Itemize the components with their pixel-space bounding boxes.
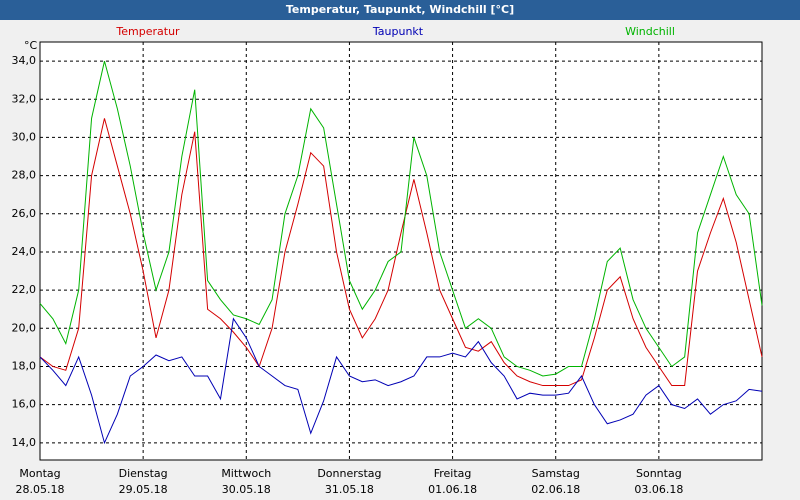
x-tick-label: Mittwoch [221,467,271,480]
x-tick-label: Donnerstag [317,467,381,480]
y-tick-label: 16,0 [12,398,37,411]
x-tick-label: Samstag [532,467,580,480]
legend-entry: Temperatur [115,25,180,38]
x-tick-date: 29.05.18 [119,483,168,496]
x-tick-date: 03.06.18 [634,483,683,496]
y-tick-label: 24,0 [12,245,37,258]
y-tick-label: 32,0 [12,92,37,105]
x-tick-date: 02.06.18 [531,483,580,496]
y-tick-label: 18,0 [12,359,37,372]
x-tick-date: 30.05.18 [222,483,271,496]
y-tick-label: 20,0 [12,321,37,334]
title-bar [0,0,800,20]
plot-border [39,41,763,461]
x-tick-label: Freitag [434,467,472,480]
x-tick-date: 01.06.18 [428,483,477,496]
x-tick-date: 31.05.18 [325,483,374,496]
y-tick-label: 14,0 [12,436,37,449]
y-axis-unit: °C [24,39,38,52]
y-tick-label: 30,0 [12,130,37,143]
y-tick-label: 34,0 [12,54,37,67]
y-tick-label: 26,0 [12,207,37,220]
chart-title: Temperatur, Taupunkt, Windchill [°C] [286,3,514,16]
series-line [39,317,763,445]
legend-entry: Taupunkt [372,25,424,38]
y-tick-label: 28,0 [12,169,37,182]
series-line [39,118,763,387]
x-tick-label: Sonntag [636,467,682,480]
x-tick-date: 28.05.18 [16,483,65,496]
series-line [39,60,763,377]
x-tick-label: Montag [19,467,60,480]
y-tick-label: 22,0 [12,283,37,296]
legend-entry: Windchill [625,25,675,38]
x-tick-label: Dienstag [119,467,168,480]
